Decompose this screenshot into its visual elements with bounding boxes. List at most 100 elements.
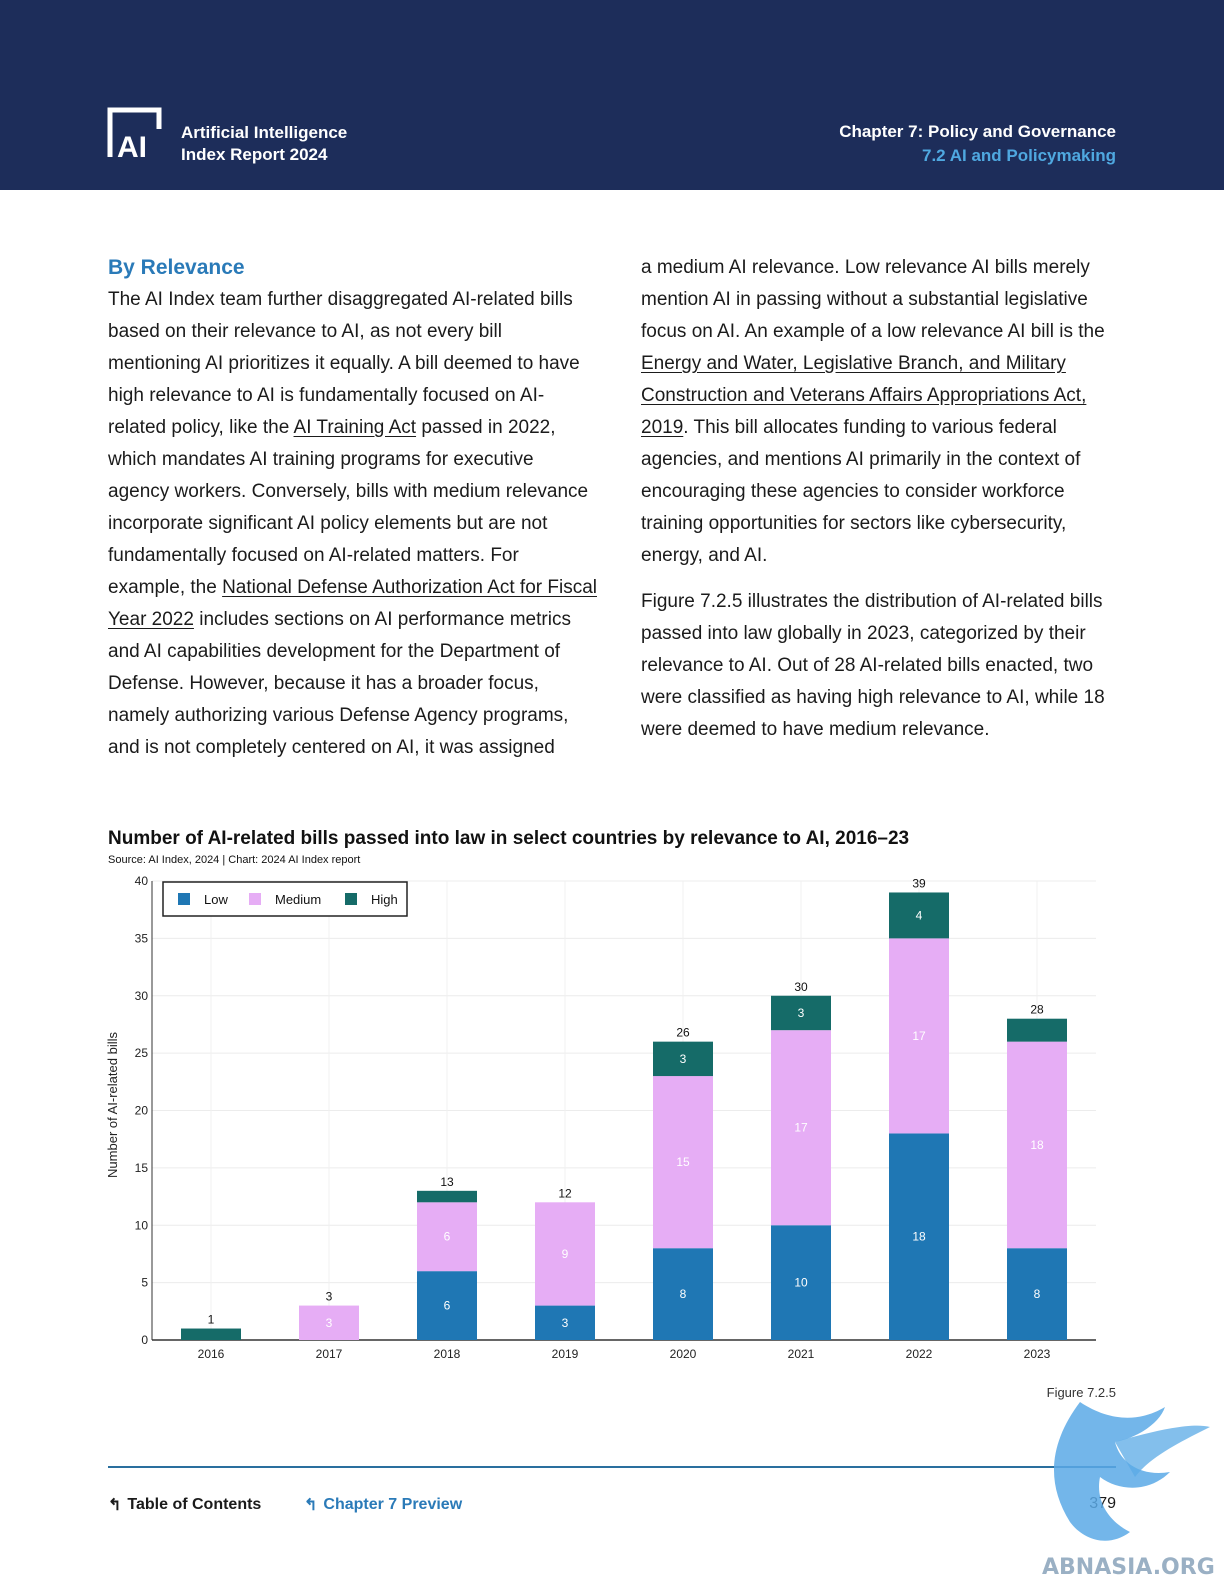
chapter-title[interactable]: Chapter 7: Policy and Governance [839, 122, 1116, 141]
ndaa-2022-link[interactable]: National Defense Authorization Act for F… [108, 577, 597, 630]
chapter-info: Chapter 7: Policy and Governance 7.2 AI … [839, 120, 1116, 168]
bar-total-label: 3 [326, 1290, 333, 1304]
toc-label: Table of Contents [127, 1496, 262, 1513]
chart-source: Source: AI Index, 2024 | Chart: 2024 AI … [108, 854, 361, 866]
watermark-text: ABNASIA.ORG [1042, 1555, 1215, 1580]
y-tick-label: 40 [135, 874, 149, 888]
bar-segment-label: 17 [794, 1121, 808, 1135]
bar-segment-label: 3 [326, 1316, 333, 1330]
report-title: Artificial Intelligence Index Report 202… [181, 122, 347, 166]
bar-segment-label: 4 [916, 908, 923, 922]
bar-segment-medium [889, 938, 949, 1134]
footer-divider [108, 1466, 1116, 1468]
bar-segment-high [1007, 1018, 1067, 1042]
x-axis-ticks: 2016 2017 2018 2019 2020 2021 2022 2023 [198, 1347, 1051, 1361]
chapter-section[interactable]: 7.2 AI and Policymaking [922, 146, 1116, 165]
bar-segment-label: 15 [676, 1155, 690, 1169]
appropriations-act-2019-link[interactable]: Energy and Water, Legislative Branch, an… [641, 353, 1087, 438]
table-of-contents-link[interactable]: ↰ Table of Contents [108, 1495, 261, 1515]
legend-swatch-medium [249, 893, 261, 905]
bar-segment-label: 17 [912, 1029, 926, 1043]
bar-segment-high [889, 892, 949, 939]
x-tick-label: 2016 [198, 1347, 225, 1361]
legend-box [162, 881, 408, 917]
y-tick-label: 10 [135, 1218, 149, 1232]
bar-segment-medium [1007, 1041, 1067, 1249]
ai-training-act-link[interactable]: AI Training Act [293, 417, 417, 438]
bar-total-label: 26 [676, 1026, 690, 1040]
return-arrow-icon: ↰ [304, 1497, 318, 1514]
bar-segment-label: 8 [1034, 1287, 1041, 1301]
left-paragraph: The AI Index team further disaggregated … [108, 284, 598, 764]
x-tick-label: 2018 [434, 1347, 461, 1361]
right-paragraph-2: Figure 7.2.5 illustrates the distributio… [641, 591, 1105, 740]
x-tick-label: 2022 [906, 1347, 933, 1361]
dragon-watermark-logo: ABNASIA.ORG [1042, 1402, 1215, 1580]
right-column: a medium AI relevance. Low relevance AI … [641, 252, 1126, 746]
y-axis-ticks: 0 5 10 15 20 25 30 35 40 [135, 874, 149, 1347]
grid-lines [151, 880, 1096, 1341]
figure-label: Figure 7.2.5 [1046, 1385, 1116, 1400]
bar-segment-label: 18 [1030, 1138, 1044, 1152]
bar-segment-label: 6 [444, 1230, 451, 1244]
bar-segment-high [181, 1328, 241, 1340]
bar-total-label: 39 [912, 876, 926, 890]
bar-total-label: 12 [558, 1186, 572, 1200]
y-tick-label: 15 [135, 1161, 149, 1175]
y-axis-label: Number of AI-related bills [105, 1032, 120, 1178]
bar-segment-low [1007, 1248, 1067, 1340]
bar-segment-high [417, 1190, 477, 1203]
bar-segment-high [653, 1041, 713, 1077]
y-tick-label: 30 [135, 989, 149, 1003]
bar-segment-label: 18 [912, 1230, 926, 1244]
y-tick-label: 25 [135, 1046, 149, 1060]
chart-title: Number of AI-related bills passed into l… [108, 828, 910, 849]
bar-segment-low [417, 1271, 477, 1340]
bar-total-label: 28 [1030, 1003, 1044, 1017]
bar-total-label: 13 [440, 1175, 454, 1189]
bar-segment-label: 10 [794, 1276, 808, 1290]
bar-segment-medium [535, 1202, 595, 1306]
legend-label-medium: Medium [275, 892, 321, 907]
chart-legend: Low Medium High [162, 881, 408, 917]
bar-segment-low [889, 1133, 949, 1340]
legend-swatch-low [178, 893, 190, 905]
bar-segment-medium [299, 1305, 359, 1340]
x-tick-label: 2023 [1024, 1347, 1051, 1361]
bar-segment-medium [653, 1076, 713, 1249]
ai-index-logo: AI [107, 107, 162, 161]
bar-segment-label: 3 [798, 1006, 805, 1020]
bar-segment-medium [417, 1202, 477, 1272]
left-column: By Relevance The AI Index team further d… [108, 252, 598, 764]
left-text-3: includes sections on AI performance metr… [108, 609, 571, 758]
x-tick-label: 2019 [552, 1347, 579, 1361]
left-text-1: The AI Index team further disaggregated … [108, 289, 580, 438]
bar-segment-label: 6 [444, 1299, 451, 1313]
x-tick-label: 2017 [316, 1347, 343, 1361]
bar-total-label: 1 [208, 1313, 215, 1327]
bar-segment-label: 3 [562, 1316, 569, 1330]
bar-segment-medium [771, 1030, 831, 1226]
legend-label-low: Low [204, 892, 228, 907]
page-header: AI Artificial Intelligence Index Report … [0, 0, 1224, 190]
right-paragraph-1: a medium AI relevance. Low relevance AI … [641, 252, 1126, 572]
bar-segment-label: 8 [680, 1287, 687, 1301]
bar-segment-low [535, 1305, 595, 1340]
section-heading: By Relevance [108, 256, 245, 279]
y-tick-label: 0 [141, 1333, 148, 1347]
report-title-line1: Artificial Intelligence [181, 123, 348, 142]
stacked-bar-chart: Number of AI-related bills 0 5 10 15 20 25 30 3… [105, 874, 1096, 1361]
y-tick-label: 20 [135, 1104, 149, 1118]
legend-swatch-high [345, 893, 357, 905]
x-tick-label: 2020 [670, 1347, 697, 1361]
chapter-preview-link[interactable]: ↰ Chapter 7 Preview [304, 1495, 462, 1515]
legend-label-high: High [371, 892, 398, 907]
right-text-1: a medium AI relevance. Low relevance AI … [641, 257, 1105, 342]
right-text-2: . This bill allocates funding to various… [641, 417, 1081, 566]
preview-label: Chapter 7 Preview [323, 1496, 463, 1513]
bar-segment-label: 3 [680, 1052, 687, 1066]
return-arrow-icon: ↰ [108, 1497, 122, 1514]
bar-segment-high [771, 995, 831, 1031]
left-text-2: passed in 2022, which mandates AI traini… [108, 417, 589, 598]
